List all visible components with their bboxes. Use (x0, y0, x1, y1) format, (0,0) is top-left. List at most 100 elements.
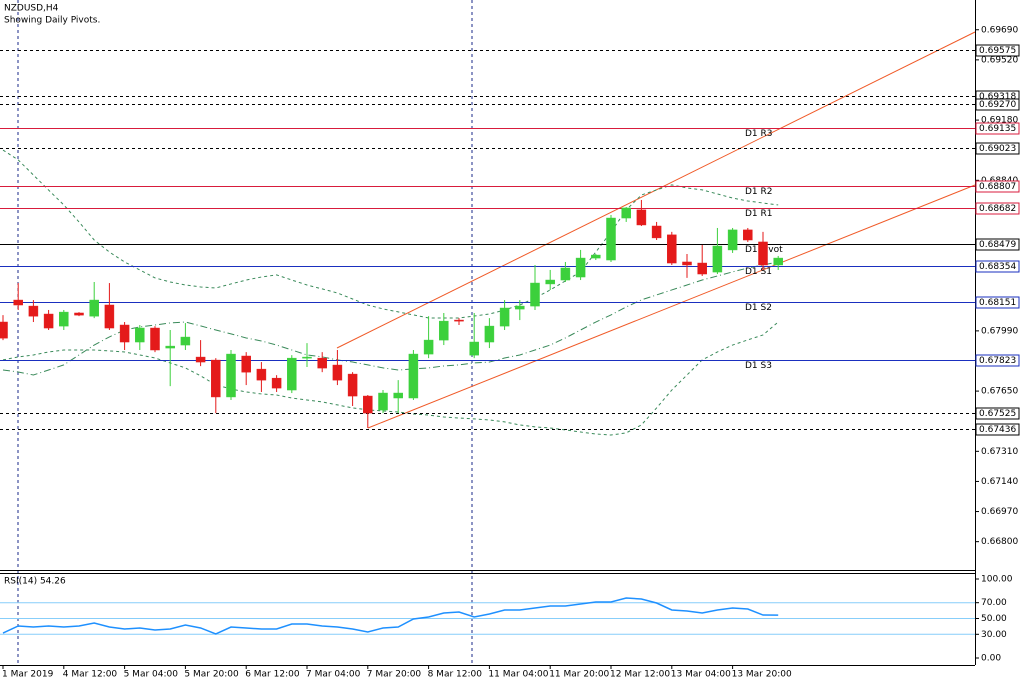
level-price-box (975, 44, 1020, 57)
candle-body (515, 305, 525, 310)
candle-body (195, 356, 206, 363)
candle-body (241, 355, 251, 373)
candle-body (560, 267, 571, 281)
candle-body (743, 229, 753, 241)
y-tick-label: 100.00 (981, 574, 1013, 584)
rsi-line (2, 597, 779, 635)
level-price-label: 0.68807 (979, 182, 1016, 192)
candle-body (332, 364, 343, 381)
candle-body (439, 320, 449, 341)
x-tick-label: 4 Mar 12:00 (63, 670, 118, 680)
level-price-label: 0.69575 (979, 46, 1016, 56)
candle-body (575, 257, 586, 278)
y-tick-label: 0.67650 (981, 387, 1018, 397)
candle-body (43, 313, 54, 329)
x-tick-label: 8 Mar 12:00 (428, 670, 483, 680)
level-price-label: 0.69023 (979, 144, 1016, 154)
candle-body (499, 307, 510, 327)
level-price-box (975, 407, 1020, 420)
level-price-box (975, 142, 1020, 155)
candle-body (74, 312, 84, 316)
x-tick-label: 13 Mar 20:00 (732, 670, 792, 680)
y-tick-label: 50.00 (981, 614, 1007, 624)
y-tick-label: 0.69690 (981, 25, 1018, 35)
y-tick-label: 0.66800 (981, 537, 1018, 547)
candle-body (697, 262, 707, 275)
candle-body (211, 359, 221, 398)
pivot-label: D1 R3 (745, 129, 773, 139)
candle-body (651, 225, 662, 239)
x-tick-label: 11 Mar 04:00 (488, 670, 548, 680)
pivot-label: D1 S3 (745, 361, 772, 371)
candle-body (317, 357, 327, 369)
indicator-band (2, 261, 779, 376)
candle-body (682, 261, 692, 266)
level-price-label: 0.69135 (979, 124, 1016, 134)
channel-lower (367, 184, 976, 429)
level-price-label: 0.68479 (979, 240, 1016, 250)
level-price-box (975, 202, 1020, 215)
x-tick-label: 7 Mar 04:00 (306, 670, 361, 680)
candle-body (180, 336, 191, 346)
level-price-label: 0.69270 (979, 100, 1016, 110)
level-price-box (975, 98, 1020, 111)
indicator-band (2, 321, 779, 436)
candle-body (591, 254, 601, 259)
candle-body (378, 392, 388, 411)
level-price-box (975, 260, 1020, 273)
candle-body (408, 353, 419, 399)
candle-body (271, 377, 282, 389)
pivot-label: D1 R1 (745, 209, 773, 219)
y-tick-label: 0.69180 (981, 116, 1018, 126)
candle-body (727, 229, 738, 251)
candle-body (621, 207, 631, 219)
candle-body (530, 282, 540, 307)
pivot-label: D1 S1 (745, 267, 772, 277)
level-price-label: 0.68151 (979, 298, 1016, 308)
candle-body (636, 209, 647, 226)
indicator-band (2, 149, 779, 319)
candle-body (119, 324, 130, 343)
level-price-box (975, 423, 1020, 436)
chart-subtitle: Showing Daily Pivots. (4, 16, 100, 26)
y-tick-label: 0.67140 (981, 477, 1018, 487)
level-price-box (975, 296, 1020, 309)
candle-body (150, 327, 160, 351)
candle-body (393, 392, 403, 399)
x-tick-label: 13 Mar 04:00 (671, 670, 731, 680)
rsi-label: RSI(14) 54.26 (4, 577, 66, 587)
x-tick-label: 7 Mar 20:00 (367, 670, 422, 680)
level-price-box (975, 238, 1020, 251)
level-price-label: 0.68354 (979, 262, 1016, 272)
candle-body (287, 357, 297, 391)
candle-body (423, 339, 434, 355)
x-tick-label: 5 Mar 04:00 (124, 670, 179, 680)
level-price-label: 0.68682 (979, 204, 1016, 214)
level-price-label: 0.67823 (979, 356, 1016, 366)
candle-body (13, 299, 23, 306)
y-tick-label: 0.00 (981, 654, 1001, 664)
level-price-label: 0.67525 (979, 409, 1016, 419)
chart-title: NZDUSD,H4 (4, 4, 59, 14)
pivot-label: D1 R2 (745, 187, 773, 197)
y-tick-label: 0.67990 (981, 326, 1018, 336)
y-tick-label: 0.66970 (981, 507, 1018, 517)
candle-body (256, 368, 267, 381)
candle-body (484, 325, 495, 343)
x-tick-label: 12 Mar 12:00 (610, 670, 670, 680)
x-tick-label: 11 Mar 20:00 (549, 670, 609, 680)
candle-body (758, 241, 768, 266)
y-tick-label: 30.00 (981, 630, 1007, 640)
candle-body (773, 257, 783, 266)
candle-body (667, 234, 677, 264)
x-tick-label: 5 Mar 20:00 (184, 670, 239, 680)
pivot-label: D1 S2 (745, 303, 772, 313)
candle-body (454, 319, 464, 322)
candle-body (104, 304, 115, 329)
candle-body (712, 245, 723, 273)
level-price-box (975, 180, 1020, 193)
y-tick-label: 70.00 (981, 598, 1007, 608)
x-tick-label: 1 Mar 2019 (2, 670, 54, 680)
candle-body (135, 327, 145, 343)
